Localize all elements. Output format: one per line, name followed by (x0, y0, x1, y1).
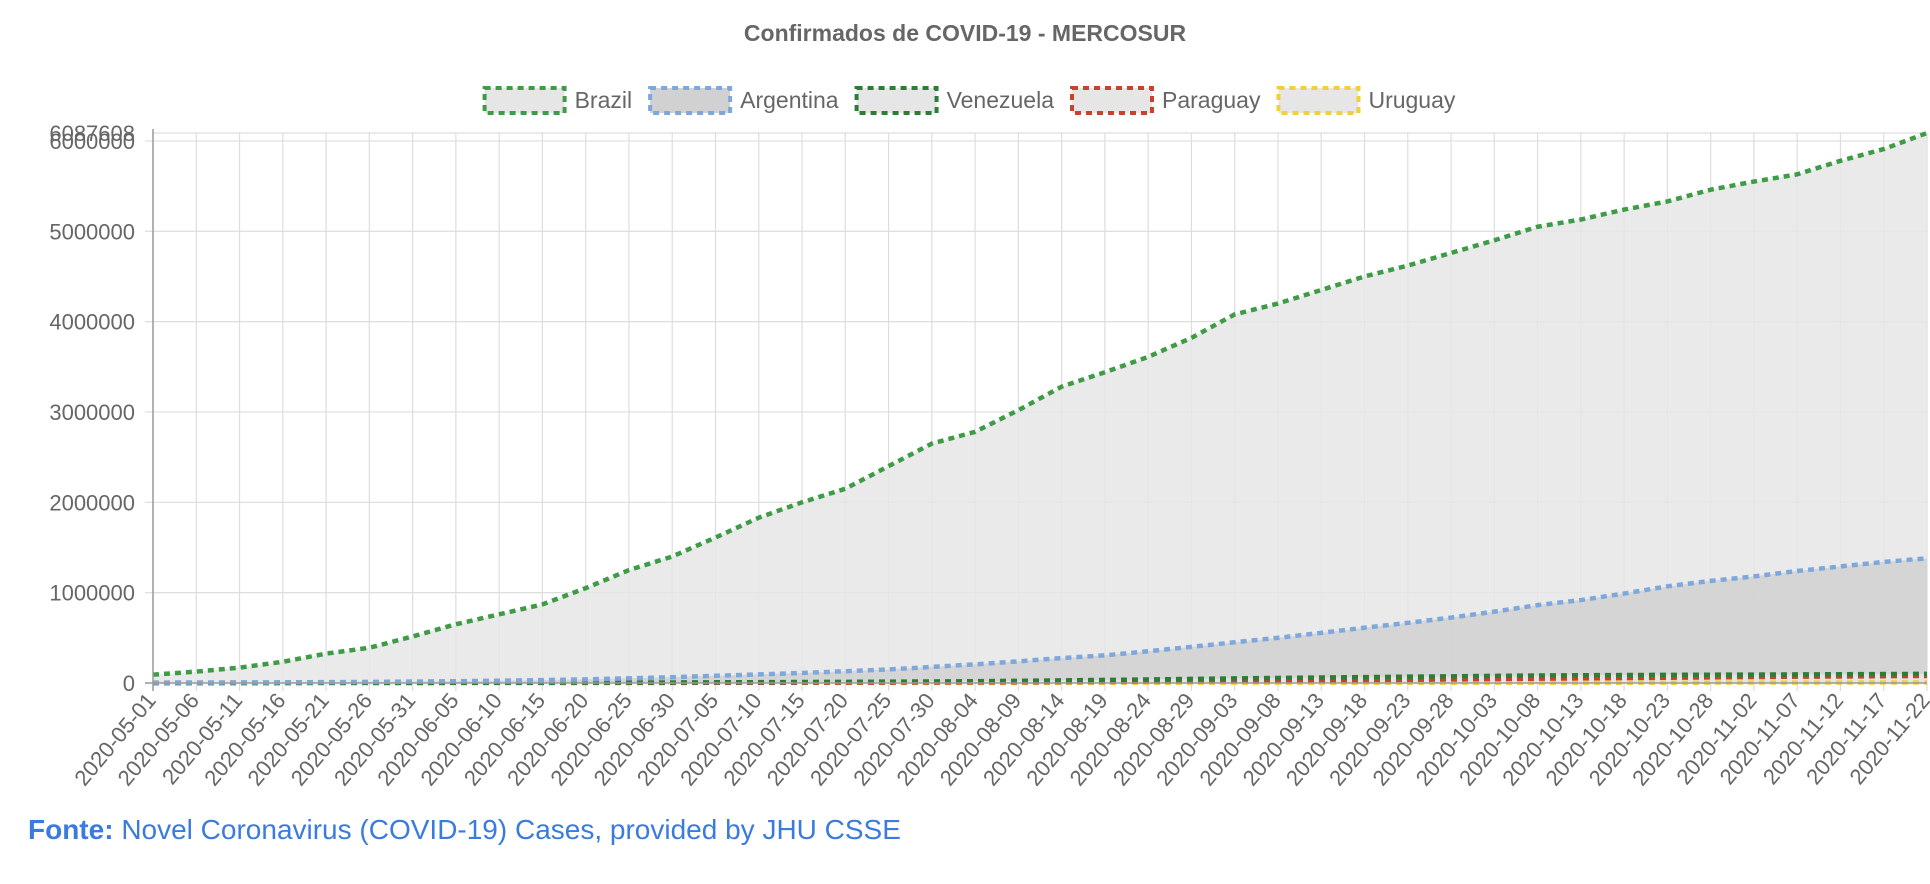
y-max-label: 6087608 (49, 121, 135, 146)
series-line-paraguay (152, 673, 1928, 686)
legend-label: Uruguay (1368, 87, 1455, 113)
legend-swatch (1276, 86, 1361, 115)
legend-label: Brazil (575, 87, 633, 113)
y-tick-label: 2000000 (49, 490, 135, 515)
legend-swatch (854, 86, 939, 115)
y-tick-label: 0 (123, 671, 135, 696)
y-tick-label: 5000000 (49, 219, 135, 244)
axis-layer: 2020-05-012020-05-062020-05-112020-05-16… (49, 121, 1930, 790)
chart-title: Confirmados de COVID-19 - MERCOSUR (743, 20, 1187, 46)
legend-label: Venezuela (947, 87, 1055, 113)
legend-swatch (648, 86, 733, 115)
y-tick-label: 3000000 (49, 400, 135, 425)
y-tick-label: 6000000 (49, 129, 135, 154)
legend-item-brazil[interactable]: Brazil (482, 86, 633, 115)
area-brazil (153, 133, 1927, 683)
legend-swatch (482, 86, 567, 115)
y-tick-label: 1000000 (49, 581, 135, 606)
legend-item-paraguay[interactable]: Paraguay (1070, 86, 1261, 115)
y-tick-label: 4000000 (49, 310, 135, 335)
legend-swatch (1070, 86, 1155, 115)
source-link[interactable]: Novel Coronavirus (COVID-19) Cases, prov… (121, 814, 901, 845)
area-argentina (153, 558, 1927, 683)
source-credit[interactable]: Fonte: Novel Coronavirus (COVID-19) Case… (28, 814, 901, 846)
legend-item-venezuela[interactable]: Venezuela (854, 86, 1055, 115)
area-layer (153, 133, 1927, 683)
legend[interactable]: Brazil Argentina Venezuela Paraguay Uruguay (482, 86, 1456, 115)
legend-item-uruguay[interactable]: Uruguay (1276, 86, 1456, 115)
legend-item-argentina[interactable]: Argentina (648, 86, 839, 115)
legend-label: Paraguay (1162, 87, 1261, 113)
legend-label: Argentina (740, 87, 839, 113)
series-line-brazil (152, 130, 1928, 677)
area-paraguay (153, 675, 1927, 683)
series-line-venezuela (152, 671, 1928, 686)
source-label: Fonte: (28, 814, 114, 845)
